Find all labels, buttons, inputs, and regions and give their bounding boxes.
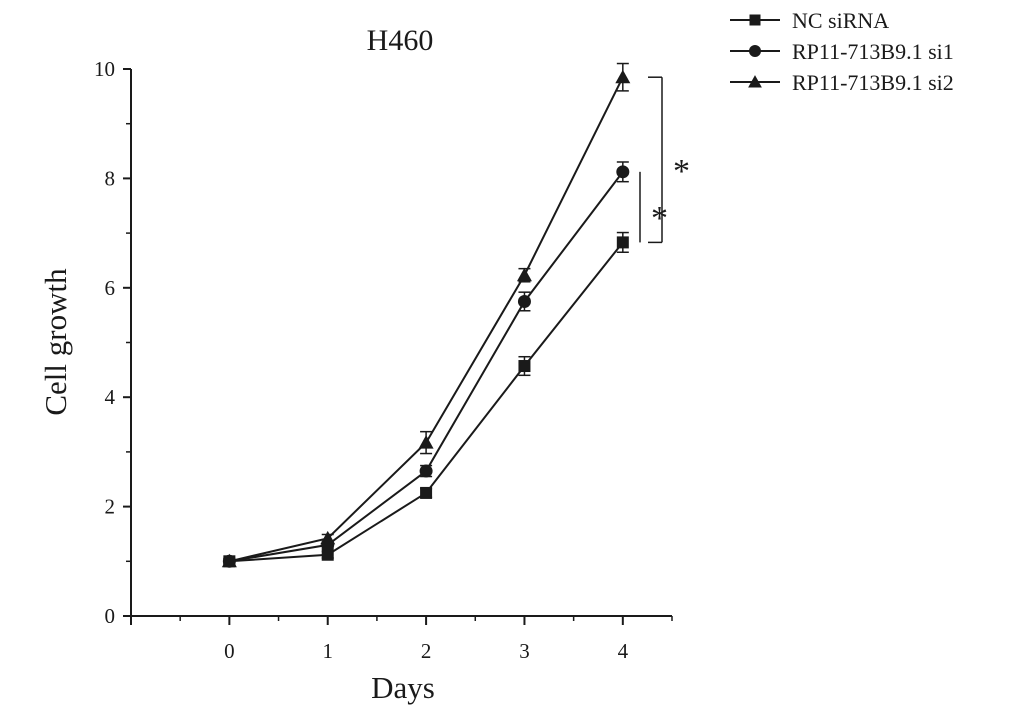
x-tick-label: 2 [421, 639, 432, 663]
y-axis-label: Cell growth [38, 268, 73, 416]
series-line [229, 241, 624, 563]
circle-marker [616, 165, 630, 179]
significance-bracket: * [648, 76, 690, 244]
x-tick-label: 1 [322, 639, 333, 663]
x-tick-label: 4 [618, 639, 629, 663]
legend-label: RP11-713B9.1 si1 [792, 39, 954, 64]
series-1 [223, 231, 629, 568]
legend: NC siRNA RP11-713B9.1 si1 RP11-713B9.1 si2 [730, 8, 954, 95]
y-tick-label: 8 [105, 166, 116, 190]
significance-bracket: * [639, 171, 668, 243]
triangle-marker [320, 530, 336, 545]
triangle-marker [221, 553, 237, 568]
legend-label: RP11-713B9.1 si2 [792, 70, 954, 95]
significance-star: * [651, 200, 668, 237]
square-marker [616, 236, 629, 249]
circle-marker [749, 45, 761, 57]
x-tick-label: 0 [224, 639, 235, 663]
circle-marker [419, 464, 433, 478]
y-tick-label: 6 [105, 276, 116, 300]
legend-label: NC siRNA [792, 8, 889, 33]
x-axis-label: Days [371, 670, 435, 705]
significance-star: * [673, 153, 690, 190]
square-marker [749, 14, 761, 26]
square-marker [321, 548, 334, 561]
y-tick-label: 10 [94, 57, 115, 81]
triangle-marker [615, 69, 631, 84]
triangle-marker [418, 435, 434, 449]
x-tick-label: 3 [519, 639, 530, 663]
triangle-marker [516, 267, 532, 282]
series-line [229, 171, 624, 563]
y-tick-label: 0 [105, 604, 116, 628]
y-tick-label: 2 [105, 495, 116, 519]
legend-item-1: NC siRNA [730, 8, 889, 33]
series-2 [222, 161, 630, 568]
y-tick-label: 4 [105, 385, 116, 409]
series-3 [221, 62, 631, 568]
legend-item-3: RP11-713B9.1 si2 [730, 70, 954, 95]
annotations: ** [639, 76, 690, 244]
triangle-marker [748, 75, 762, 88]
legend-item-2: RP11-713B9.1 si1 [730, 39, 954, 64]
square-marker [518, 360, 531, 373]
square-marker [420, 486, 433, 499]
circle-marker [517, 294, 531, 308]
axes: 0 2 4 6 8 10 0 1 2 3 4 [94, 57, 673, 663]
series-layer [221, 62, 631, 568]
chart-title: H460 [367, 24, 434, 57]
